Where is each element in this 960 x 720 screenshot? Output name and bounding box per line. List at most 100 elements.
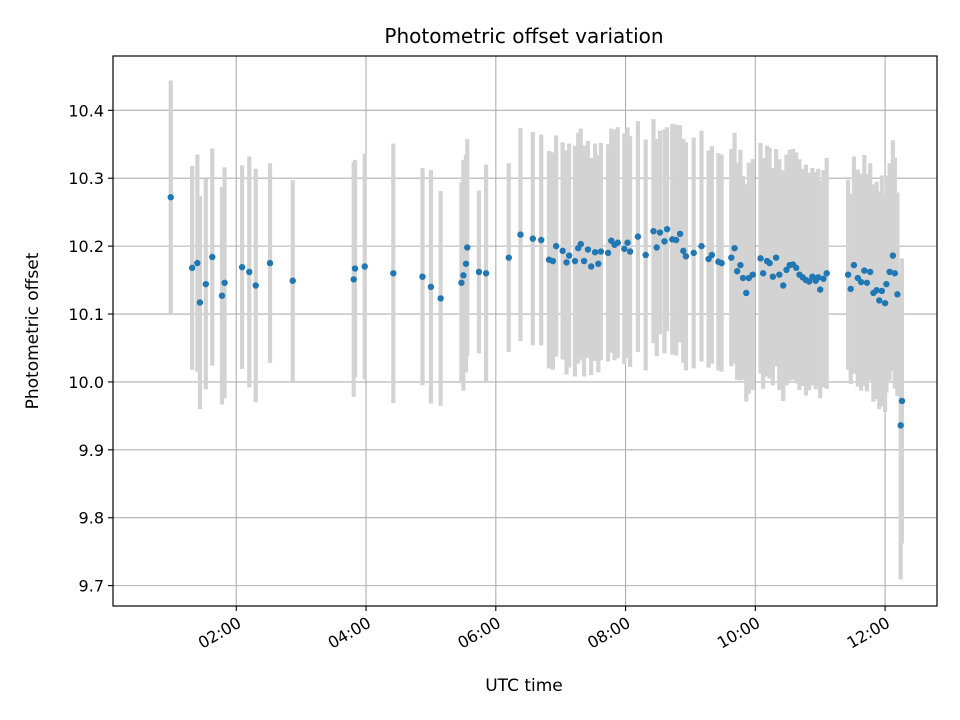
data-point <box>881 299 889 307</box>
data-point <box>350 276 357 283</box>
data-point <box>690 249 697 257</box>
data-point <box>458 279 465 286</box>
x-tick-label: 08:00 <box>584 613 633 653</box>
y-tick-label: 10.4 <box>68 101 104 120</box>
data-point <box>898 397 906 405</box>
data-point <box>661 238 668 245</box>
data-point <box>552 242 560 250</box>
data-point <box>708 251 716 259</box>
data-point <box>850 261 858 269</box>
data-point <box>437 295 444 302</box>
data-point <box>718 259 725 267</box>
data-point <box>793 264 800 272</box>
data-point <box>780 282 787 289</box>
data-point <box>517 231 524 238</box>
data-point <box>823 270 830 277</box>
data-point <box>815 274 822 281</box>
data-point <box>549 257 557 265</box>
y-tick-label: 9.8 <box>79 509 104 528</box>
data-point <box>196 299 204 306</box>
data-point <box>462 260 470 267</box>
data-point <box>218 292 226 299</box>
y-tick-label: 10.2 <box>68 237 104 256</box>
data-point <box>863 279 871 286</box>
data-point <box>419 273 426 280</box>
error-bars <box>168 80 905 580</box>
data-point <box>772 254 780 261</box>
data-point <box>202 280 209 288</box>
data-point <box>739 274 747 282</box>
data-point <box>252 282 259 289</box>
data-point <box>246 268 253 276</box>
data-point <box>642 251 649 259</box>
data-point <box>634 233 642 240</box>
data-point <box>464 244 471 251</box>
data-point <box>621 245 628 253</box>
data-point <box>167 194 174 201</box>
data-point <box>776 271 783 278</box>
data-point <box>266 259 274 267</box>
data-point <box>289 277 296 284</box>
data-point <box>769 273 777 280</box>
data-point <box>460 272 467 279</box>
data-point <box>886 268 893 276</box>
data-point <box>591 249 599 256</box>
x-tick-label: 06:00 <box>454 613 503 653</box>
data-point <box>861 267 868 274</box>
data-point <box>584 246 592 253</box>
data-point <box>676 230 684 238</box>
data-point <box>844 271 852 278</box>
data-point <box>728 254 735 261</box>
data-point <box>624 239 631 246</box>
data-point <box>614 239 621 246</box>
x-axis-label: UTC time <box>485 676 563 696</box>
data-point <box>650 227 657 235</box>
data-point <box>698 242 705 250</box>
data-point <box>866 268 874 276</box>
data-point <box>604 249 612 257</box>
data-point <box>390 270 397 277</box>
data-point <box>580 257 588 265</box>
y-axis-ticks: 9.7 9.8 9.9 10.0 10.1 10.2 10.3 10.4 <box>68 101 113 596</box>
y-tick-label: 9.9 <box>79 441 104 460</box>
data-point <box>538 236 545 244</box>
data-points <box>167 194 906 429</box>
data-point <box>221 279 228 286</box>
chart-title: Photometric offset variation <box>384 24 663 48</box>
data-point <box>351 265 359 272</box>
data-point <box>743 289 750 297</box>
data-point <box>565 252 573 259</box>
data-point <box>883 280 890 288</box>
data-point <box>749 271 756 278</box>
data-point <box>626 248 634 255</box>
data-point <box>529 235 536 242</box>
data-point <box>653 244 660 251</box>
data-point <box>505 254 512 261</box>
data-point <box>597 248 605 255</box>
data-point <box>873 287 880 294</box>
data-point <box>820 275 827 282</box>
data-point <box>897 422 904 429</box>
x-axis-ticks: 02:00 04:00 06:00 08:00 10:00 12:00 <box>195 606 893 653</box>
data-point <box>595 260 602 267</box>
x-tick-label: 02:00 <box>195 613 244 653</box>
data-point <box>737 261 744 269</box>
data-point <box>759 270 767 277</box>
y-tick-label: 10.0 <box>68 373 104 392</box>
data-point <box>571 257 579 265</box>
y-tick-label: 9.7 <box>79 577 104 596</box>
data-point <box>857 278 865 286</box>
data-point <box>817 286 824 293</box>
data-point <box>209 253 216 261</box>
data-point <box>238 263 246 271</box>
data-point <box>680 247 687 255</box>
data-point <box>577 240 584 248</box>
data-point <box>682 253 690 260</box>
data-point <box>805 278 813 285</box>
data-point <box>766 259 773 267</box>
data-point <box>475 268 483 276</box>
data-point <box>783 266 790 274</box>
data-point <box>731 244 738 252</box>
data-point <box>876 297 883 304</box>
